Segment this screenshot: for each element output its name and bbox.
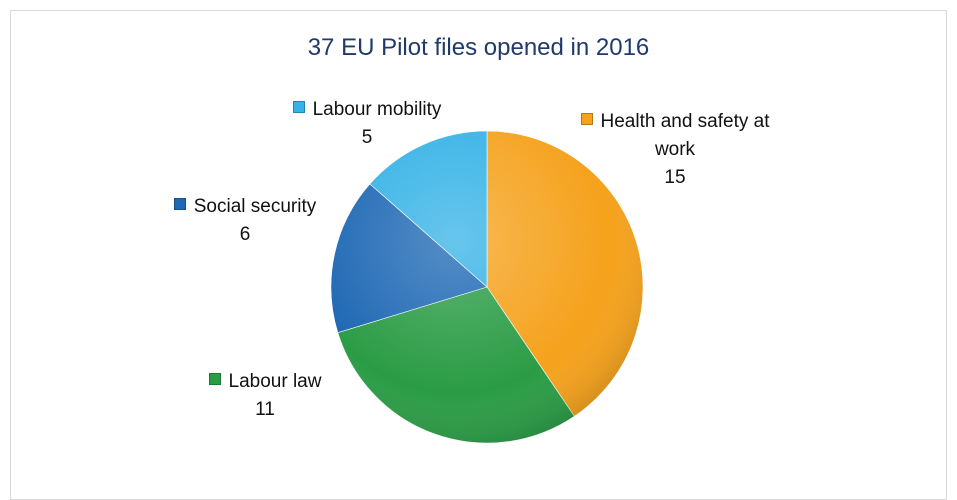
data-label: Social security 6 xyxy=(140,193,350,249)
label-value: 6 xyxy=(239,224,251,245)
label-name: Labour mobility xyxy=(312,99,442,120)
chart-title: 37 EU Pilot files opened in 2016 xyxy=(307,34,650,61)
legend-swatch xyxy=(292,101,305,113)
data-label: Health and safety at work 15 xyxy=(580,108,770,192)
legend-swatch xyxy=(580,113,593,125)
label-value: 5 xyxy=(361,127,373,148)
label-value: 11 xyxy=(255,399,275,420)
data-label: Labour mobility 5 xyxy=(262,96,472,152)
legend-swatch xyxy=(208,373,221,385)
data-label: Labour law 11 xyxy=(180,368,350,424)
label-name: Social security xyxy=(193,196,317,217)
label-name: Health and safety at work xyxy=(600,111,770,160)
label-value: 15 xyxy=(664,167,686,188)
label-name: Labour law xyxy=(228,371,322,392)
legend-swatch xyxy=(173,198,186,210)
